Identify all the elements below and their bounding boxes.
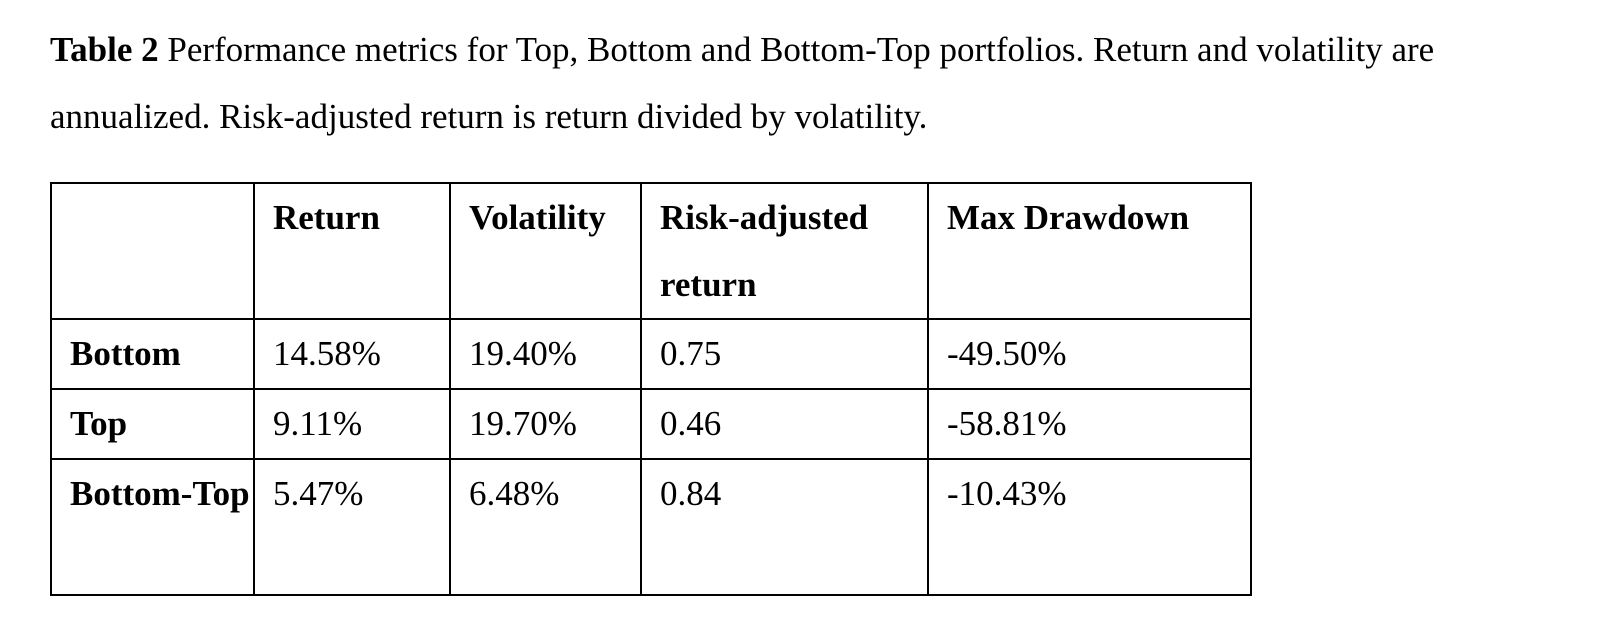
cell-risk-adjusted: 0.46 (640, 388, 929, 460)
cell-return: 9.11% (253, 388, 451, 460)
table-label: Table 2 (50, 30, 159, 69)
performance-metrics-table: Return Volatility Risk-adjusted return M… (50, 182, 1252, 596)
header-cell-risk-adjusted: Risk-adjusted return (640, 182, 929, 320)
cell-volatility: 19.70% (449, 388, 642, 460)
cell-volatility: 6.48% (449, 458, 642, 596)
table-row: Top 9.11% 19.70% 0.46 -58.81% (50, 388, 1252, 460)
caption-text: Performance metrics for Top, Bottom and … (50, 30, 1435, 136)
cell-max-drawdown: -10.43% (927, 458, 1252, 596)
row-label: Top (50, 388, 255, 460)
cell-return: 14.58% (253, 318, 451, 390)
table-row: Bottom-Top 5.47% 6.48% 0.84 -10.43% (50, 458, 1252, 596)
row-label: Bottom (50, 318, 255, 390)
header-cell-volatility: Volatility (449, 182, 642, 320)
cell-volatility: 19.40% (449, 318, 642, 390)
cell-risk-adjusted: 0.75 (640, 318, 929, 390)
table-caption: Table 2 Performance metrics for Top, Bot… (50, 16, 1590, 150)
header-cell-return: Return (253, 182, 451, 320)
cell-max-drawdown: -49.50% (927, 318, 1252, 390)
cell-risk-adjusted: 0.84 (640, 458, 929, 596)
table-header-row: Return Volatility Risk-adjusted return M… (50, 182, 1252, 320)
header-cell-empty (50, 182, 255, 320)
header-cell-max-drawdown: Max Drawdown (927, 182, 1252, 320)
table-row: Bottom 14.58% 19.40% 0.75 -49.50% (50, 318, 1252, 390)
cell-max-drawdown: -58.81% (927, 388, 1252, 460)
cell-return: 5.47% (253, 458, 451, 596)
row-label: Bottom-Top (50, 458, 255, 596)
